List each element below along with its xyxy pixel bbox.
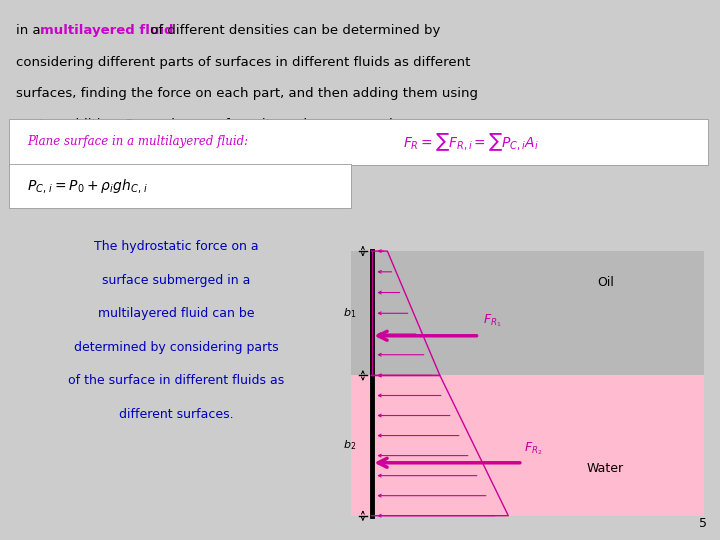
Text: multilayered fluid can be: multilayered fluid can be — [98, 307, 255, 320]
Text: determined by considering parts: determined by considering parts — [74, 341, 279, 354]
FancyBboxPatch shape — [9, 119, 708, 165]
Text: Water: Water — [587, 462, 624, 475]
Bar — [351, 251, 704, 375]
Text: The hydrostatic force on a: The hydrostatic force on a — [94, 240, 258, 253]
Text: Plane surface in a multilayered fluid:: Plane surface in a multilayered fluid: — [27, 135, 248, 148]
Text: considering different parts of surfaces in different fluids as different: considering different parts of surfaces … — [16, 56, 470, 69]
Text: $F_R = \sum F_{R,i} = \sum P_{C,i} A_i$: $F_R = \sum F_{R,i} = \sum P_{C,i} A_i$ — [403, 131, 539, 153]
Text: $F_{R_2}$: $F_{R_2}$ — [524, 441, 543, 457]
Text: $F_{R_1}$: $F_{R_1}$ — [483, 313, 502, 329]
Text: vector addition. For a plane surface, it can be expressed as: vector addition. For a plane surface, it… — [16, 118, 412, 131]
Text: surface submerged in a: surface submerged in a — [102, 274, 251, 287]
Text: in a: in a — [16, 24, 45, 37]
Bar — [351, 251, 704, 516]
Text: $P_{C,\,i} = P_0 + \rho_i g h_{C,\,i}$: $P_{C,\,i} = P_0 + \rho_i g h_{C,\,i}$ — [27, 177, 148, 195]
Bar — [351, 375, 704, 516]
Text: 5: 5 — [699, 517, 707, 530]
Text: of the surface in different fluids as: of the surface in different fluids as — [68, 374, 284, 387]
Text: surfaces, finding the force on each part, and then adding them using: surfaces, finding the force on each part… — [16, 87, 478, 100]
Text: $b_1$: $b_1$ — [343, 306, 356, 320]
Text: Oil: Oil — [597, 276, 614, 289]
Text: multilayered fluid: multilayered fluid — [40, 24, 173, 37]
Text: different surfaces.: different surfaces. — [119, 408, 234, 421]
Text: of different densities can be determined by: of different densities can be determined… — [146, 24, 441, 37]
FancyBboxPatch shape — [9, 164, 351, 208]
Text: $b_2$: $b_2$ — [343, 438, 356, 453]
